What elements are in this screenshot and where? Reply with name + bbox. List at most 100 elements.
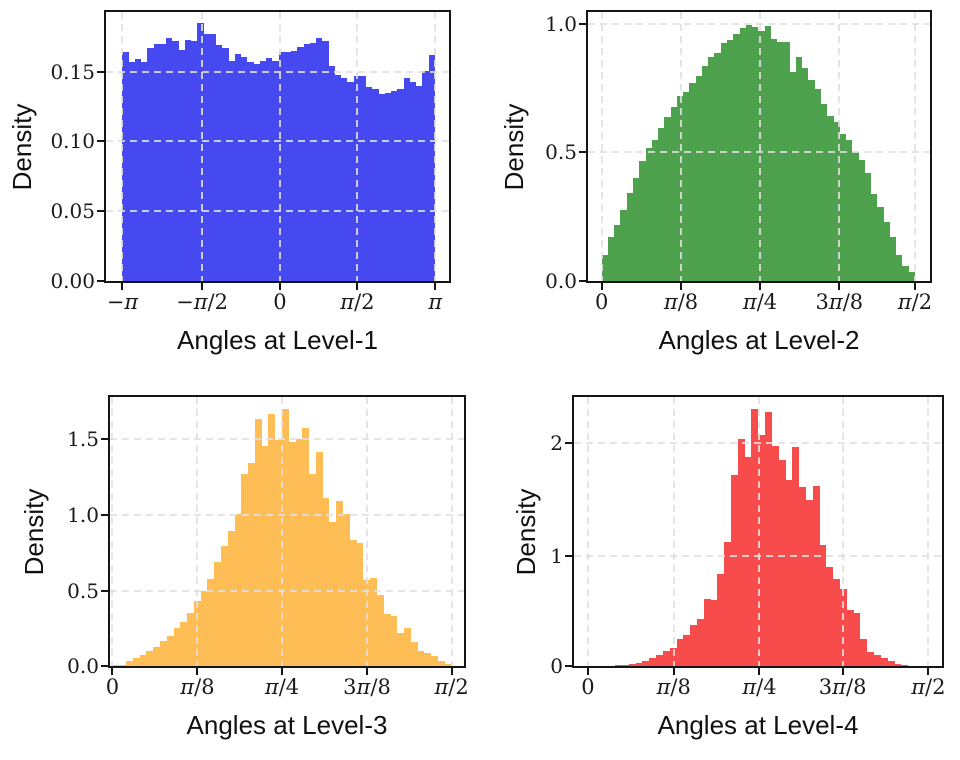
x-tick-mark — [838, 281, 841, 290]
histogram-bar — [259, 60, 267, 281]
y-axis-label: Density — [19, 488, 49, 575]
x-tick-mark — [759, 281, 762, 290]
histogram-bar — [431, 656, 438, 666]
histogram-bar — [758, 435, 766, 666]
histogram-bar — [220, 546, 228, 666]
histogram-bar — [695, 76, 702, 281]
histogram-bar — [799, 486, 806, 666]
histogram-bar — [349, 540, 357, 666]
x-tick-mark — [196, 666, 199, 675]
histogram-bar — [864, 173, 872, 281]
histogram-bar — [341, 77, 348, 281]
histogram-bar — [254, 418, 262, 666]
histogram-bar — [424, 652, 432, 666]
histogram-bar — [437, 661, 445, 666]
histogram-bar — [343, 514, 350, 666]
histogram-bar — [651, 139, 659, 281]
histogram-bar — [234, 514, 242, 666]
x-tick-label: π/8 — [663, 290, 699, 314]
histogram-bar — [839, 133, 847, 281]
x-tick-mark — [281, 666, 284, 675]
histogram-bar — [662, 650, 670, 666]
y-tick-mark — [565, 441, 574, 444]
histogram-bar — [620, 210, 627, 281]
histogram-bar — [444, 663, 452, 666]
histogram-bar — [363, 579, 371, 666]
y-tick-label: 2 — [550, 430, 563, 455]
pi-symbol: π — [911, 675, 926, 699]
histogram-bars — [122, 12, 435, 281]
x-tick-label: 0 — [105, 675, 120, 699]
histogram-bar — [744, 457, 752, 666]
histogram-bar — [639, 161, 646, 281]
histogram-bar — [428, 55, 435, 281]
histogram-bar — [765, 412, 772, 666]
x-tick-label: 0 — [594, 290, 609, 314]
histogram-bar — [717, 573, 725, 666]
y-tick-mark — [579, 23, 588, 26]
histogram-bar — [771, 446, 779, 666]
pi-symbol: π — [264, 675, 279, 699]
y-tick-label: 0.10 — [50, 129, 95, 154]
histogram-bar — [708, 57, 715, 281]
x-tick-label: π/2 — [897, 290, 933, 314]
pi-symbol: π — [832, 675, 846, 699]
x-tick-label: 3π/8 — [818, 675, 867, 699]
histogram-bar — [200, 590, 208, 666]
histogram-bar — [184, 39, 192, 281]
histogram-bar — [336, 500, 344, 666]
histogram-bar — [860, 638, 868, 666]
histogram-bar — [291, 51, 298, 281]
subplot-level-4: Density 0 π/8 π/4 3π/8 π/2 0 1 2 Angles at Leve… — [511, 395, 946, 738]
subplot-level-2: Density 0 π/8 π/4 3π/8 π/2 0.0 0.5 1.0 Angles a… — [499, 10, 932, 353]
histogram-bar — [227, 531, 235, 666]
pi-symbol: π — [828, 290, 843, 314]
histogram-bar — [422, 70, 429, 281]
histogram-bar — [642, 660, 650, 666]
pi-symbol: π — [663, 290, 678, 314]
x-tick-mark — [278, 281, 281, 290]
histogram-bar — [316, 38, 323, 281]
histogram-bar — [384, 92, 392, 281]
histogram-bar — [112, 665, 120, 666]
histogram-bar — [334, 74, 342, 281]
histogram-bar — [635, 662, 643, 666]
subplot-level-3: Density 0 π/8 π/4 3π/8 π/2 0.0 0.5 1.0 1.5 Angle… — [19, 395, 469, 738]
histogram-bar — [696, 618, 704, 666]
pi-symbol: π — [656, 675, 671, 699]
x-tick-mark — [586, 666, 589, 675]
histogram-bar — [826, 567, 834, 666]
x-tick-mark — [356, 281, 359, 290]
histogram-bar — [852, 151, 859, 281]
histogram-bar — [731, 474, 738, 666]
histogram-bar — [901, 664, 909, 666]
histogram-bar — [203, 34, 210, 281]
histogram-bar — [683, 635, 691, 666]
histogram-bar — [785, 480, 793, 666]
y-tick-label: 1.0 — [67, 503, 99, 528]
histogram-bar — [645, 148, 652, 281]
x-tick-mark — [841, 666, 844, 675]
histogram-bar — [173, 627, 181, 666]
histogram-bar — [284, 52, 292, 281]
pi-symbol: π — [742, 675, 757, 699]
histogram-bar — [383, 614, 391, 666]
histogram-bar — [795, 56, 803, 281]
histogram-bar — [253, 63, 260, 281]
histogram-bar — [403, 77, 410, 281]
y-tick-label: 1.5 — [67, 426, 99, 451]
histogram-bar — [247, 62, 254, 281]
y-tick-label: 0 — [550, 654, 563, 678]
histogram-bar — [309, 42, 317, 281]
histogram-bar — [658, 128, 665, 281]
histogram-bar — [309, 473, 316, 666]
histogram-bar — [626, 192, 633, 281]
y-tick-mark — [97, 210, 106, 213]
x-tick-mark — [913, 281, 916, 290]
histogram-bar — [172, 41, 179, 281]
subplot-level-1: Density −π −π/2 0 π/2 π 0.00 0.05 0.10 0.15 Angl… — [7, 10, 451, 353]
x-tick-label: π/4 — [742, 675, 777, 699]
histogram-bar — [607, 236, 615, 281]
histogram-bar — [820, 104, 828, 281]
